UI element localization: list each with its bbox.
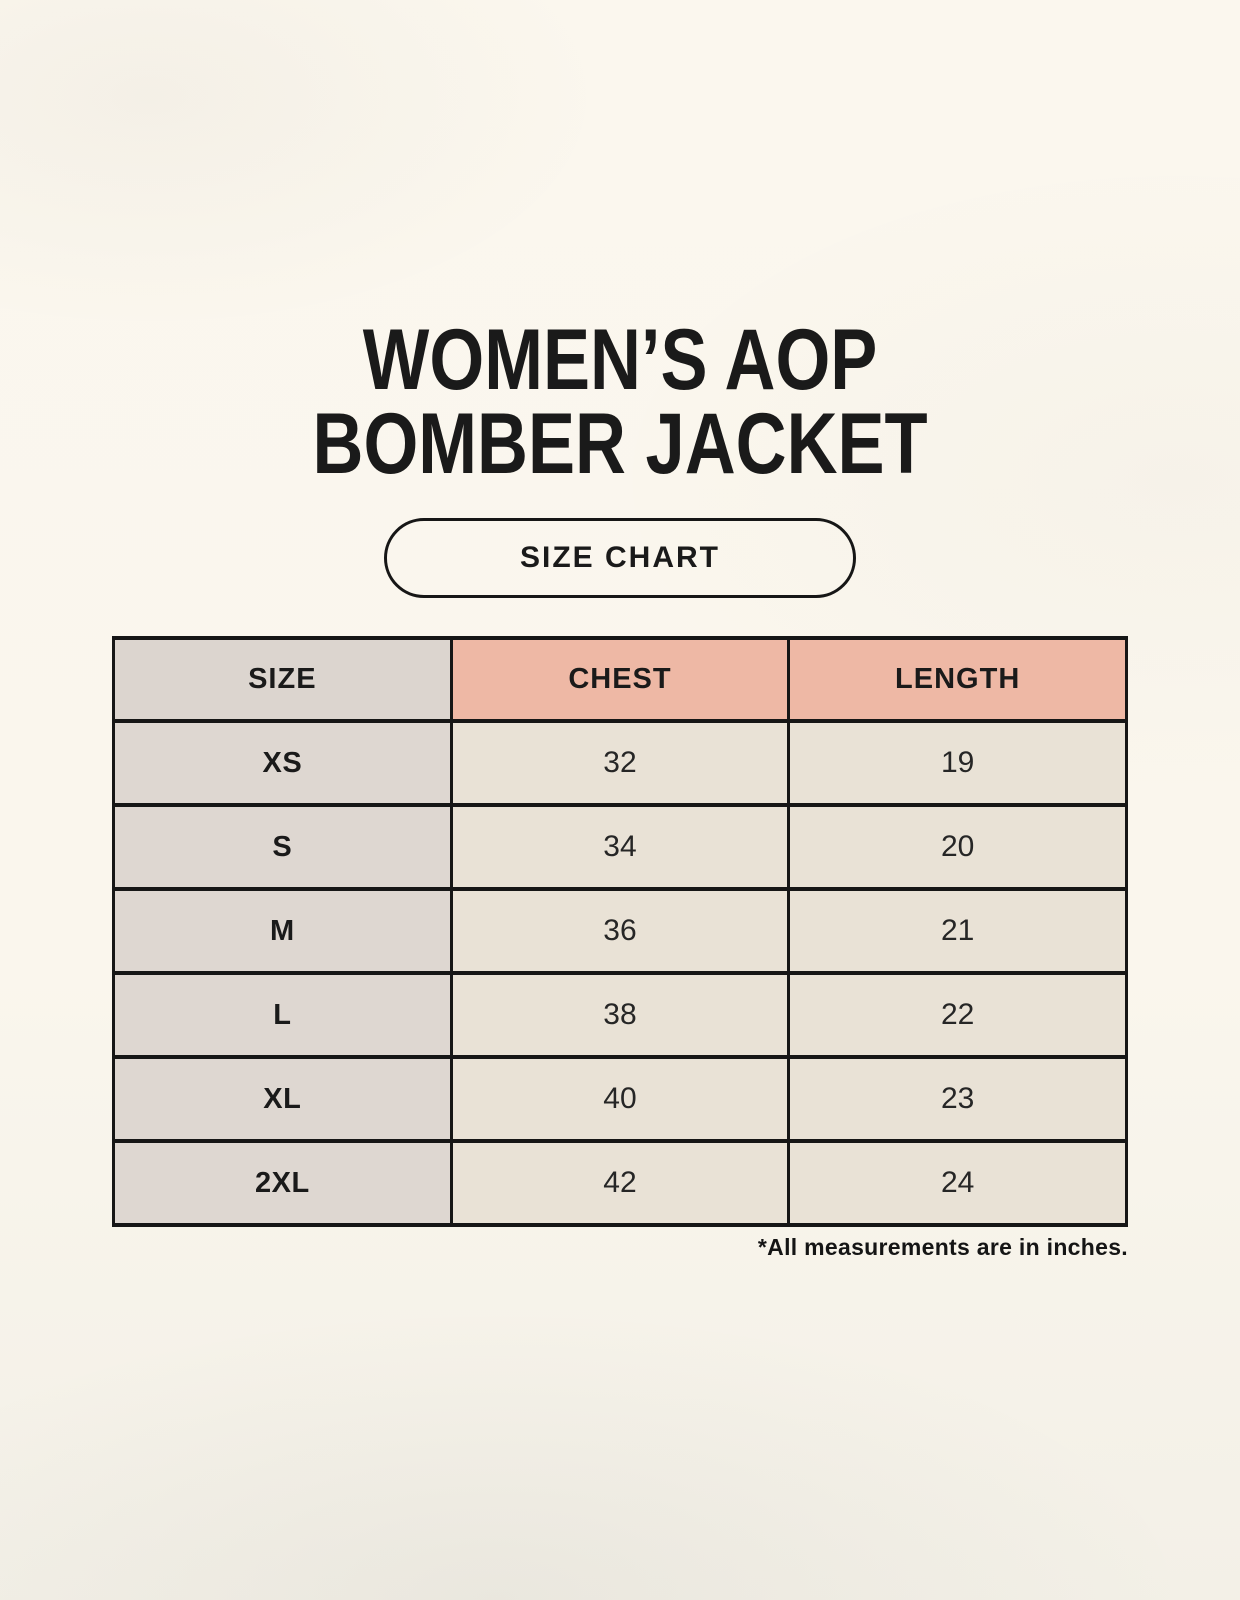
chest-cell: 40 <box>449 1055 791 1143</box>
column-header-chest: CHEST <box>449 636 791 723</box>
table-header-row: SIZE CHEST LENGTH <box>112 636 1128 723</box>
size-cell: L <box>112 971 453 1059</box>
chest-cell: 38 <box>449 971 791 1059</box>
chest-cell: 34 <box>449 803 791 891</box>
length-cell: 24 <box>787 1139 1128 1227</box>
table-row: S 34 20 <box>112 803 1128 891</box>
size-chart-badge[interactable]: SIZE CHART <box>384 518 856 598</box>
chest-cell: 36 <box>449 887 791 975</box>
size-chart-table: SIZE CHEST LENGTH XS 32 19 S 34 20 M 36 21 L 38 22 X… <box>112 636 1128 1227</box>
chest-cell: 42 <box>449 1139 791 1227</box>
length-cell: 23 <box>787 1055 1128 1143</box>
page-title-line1: WOMEN’S AOP <box>362 312 878 408</box>
column-header-size: SIZE <box>112 636 453 723</box>
size-cell: XL <box>112 1055 453 1143</box>
size-cell: M <box>112 887 453 975</box>
size-cell: XS <box>112 719 453 807</box>
table-row: XL 40 23 <box>112 1055 1128 1143</box>
size-chart-page: WOMEN’S AOP BOMBER JACKET SIZE CHART SIZE… <box>112 0 1128 1261</box>
length-cell: 20 <box>787 803 1128 891</box>
chest-cell: 32 <box>449 719 791 807</box>
column-header-length: LENGTH <box>787 636 1128 723</box>
table-row: XS 32 19 <box>112 719 1128 807</box>
size-cell: 2XL <box>112 1139 453 1227</box>
size-cell: S <box>112 803 453 891</box>
length-cell: 21 <box>787 887 1128 975</box>
table-row: M 36 21 <box>112 887 1128 975</box>
table-row: L 38 22 <box>112 971 1128 1059</box>
table-row: 2XL 42 24 <box>112 1139 1128 1227</box>
measurements-footnote: *All measurements are in inches. <box>757 1234 1128 1260</box>
length-cell: 19 <box>787 719 1128 807</box>
length-cell: 22 <box>787 971 1128 1059</box>
page-title: WOMEN’S AOP BOMBER JACKET <box>312 317 927 487</box>
page-title-line2: BOMBER JACKET <box>312 396 928 492</box>
